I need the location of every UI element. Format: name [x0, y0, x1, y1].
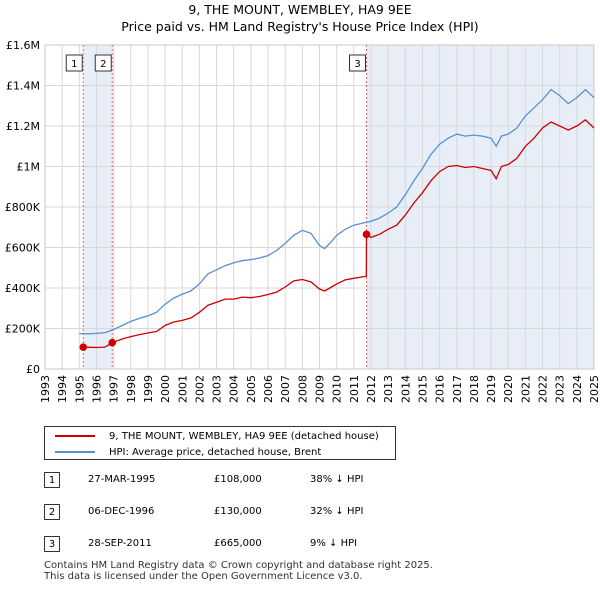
sale-date: 06-DEC-1996	[88, 506, 155, 517]
legend-item-hpi: HPI: Average price, detached house, Bren…	[55, 444, 321, 460]
x-tick-label: 2013	[382, 375, 395, 403]
x-tick-label: 1996	[90, 375, 103, 403]
y-tick-label: £1.2M	[6, 120, 40, 133]
x-tick-label: 1998	[125, 375, 138, 403]
sale-number-badge: 3	[44, 536, 60, 552]
x-tick-label: 2018	[468, 375, 481, 403]
chart-title: 9, THE MOUNT, WEMBLEY, HA9 9EE	[188, 2, 411, 17]
sale-hpi-diff: 38% ↓ HPI	[310, 474, 364, 485]
sale-point	[79, 343, 88, 351]
sale-badge	[65, 54, 83, 72]
y-tick-label: £200K	[5, 323, 41, 336]
legend-swatch-hpi	[55, 451, 95, 453]
y-tick-label: £400K	[5, 282, 41, 295]
sale-number-badge: 2	[44, 504, 60, 520]
sale-point	[362, 230, 371, 239]
x-tick-label: 1993	[39, 375, 52, 403]
sale-badge	[349, 54, 367, 72]
x-tick-label: 2014	[399, 375, 412, 403]
x-tick-label: 2006	[262, 375, 275, 403]
x-tick-label: 1995	[73, 375, 86, 403]
sale-badge-label: 1	[71, 59, 77, 70]
legend-label-property: 9, THE MOUNT, WEMBLEY, HA9 9EE (detached…	[109, 430, 379, 442]
series-line	[79, 88, 595, 335]
legend-item-property: 9, THE MOUNT, WEMBLEY, HA9 9EE (detached…	[55, 428, 379, 444]
price-chart: 9, THE MOUNT, WEMBLEY, HA9 9EE Price pai…	[5, 2, 600, 403]
x-tick-label: 2002	[193, 375, 206, 403]
sale-date: 27-MAR-1995	[88, 474, 156, 485]
x-tick-label: 2010	[331, 375, 344, 403]
x-tick-label: 1997	[108, 375, 121, 403]
x-tick-label: 2021	[519, 375, 532, 403]
x-tick-label: 1994	[56, 375, 69, 403]
footer-copyright: Contains HM Land Registry data © Crown c…	[44, 560, 433, 571]
x-tick-label: 2022	[537, 375, 550, 403]
y-tick-label: £800K	[5, 201, 41, 214]
legend-label-hpi: HPI: Average price, detached house, Bren…	[109, 446, 322, 458]
legend: 9, THE MOUNT, WEMBLEY, HA9 9EE (detached…	[44, 426, 396, 460]
sale-badge-label: 3	[354, 59, 360, 70]
sale-row: 1 27-MAR-1995 £108,000 38% ↓ HPI	[44, 472, 444, 490]
x-tick-label: 2020	[502, 375, 515, 403]
sale-price: £108,000	[214, 474, 262, 485]
y-tick-label: £0	[26, 363, 40, 376]
sale-price: £130,000	[214, 506, 262, 517]
x-tick-label: 2017	[451, 375, 464, 403]
sale-row: 3 28-SEP-2011 £665,000 9% ↓ HPI	[44, 536, 444, 554]
plot-area-border	[44, 44, 595, 370]
sale-price: £665,000	[214, 538, 262, 549]
sale-badge	[94, 54, 112, 72]
x-tick-label: 2019	[485, 375, 498, 403]
sale-point	[108, 338, 117, 347]
sale-hpi-diff: 32% ↓ HPI	[310, 506, 364, 517]
series-line	[83, 119, 595, 349]
footer: Contains HM Land Registry data © Crown c…	[44, 560, 433, 582]
y-tick-label: £1.4M	[6, 80, 40, 93]
y-tick-label: £1M	[17, 161, 41, 174]
x-tick-label: 2023	[554, 375, 567, 403]
x-tick-label: 2008	[296, 375, 309, 403]
x-tick-label: 2009	[314, 375, 327, 403]
x-tick-label: 2015	[416, 375, 429, 403]
x-tick-label: 2012	[365, 375, 378, 403]
sale-row: 2 06-DEC-1996 £130,000 32% ↓ HPI	[44, 504, 444, 522]
x-tick-label: 2007	[279, 375, 292, 403]
legend-swatch-property	[55, 435, 95, 437]
x-tick-label: 2016	[434, 375, 447, 403]
sale-date: 28-SEP-2011	[88, 538, 152, 549]
x-tick-label: 2025	[588, 375, 600, 403]
x-tick-label: 2001	[176, 375, 189, 403]
sale-number-badge: 1	[44, 472, 60, 488]
x-tick-label: 2004	[228, 375, 241, 403]
sale-badge-label: 2	[100, 59, 106, 70]
y-tick-label: £1.6M	[6, 39, 40, 52]
x-tick-label: 2003	[211, 375, 224, 403]
chart-subtitle: Price paid vs. HM Land Registry's House …	[121, 19, 478, 34]
x-tick-label: 2011	[348, 375, 361, 403]
x-tick-label: 2000	[159, 375, 172, 403]
y-tick-label: £600K	[5, 242, 41, 255]
x-tick-label: 2024	[571, 375, 584, 403]
sale-hpi-diff: 9% ↓ HPI	[310, 538, 358, 549]
x-tick-label: 1999	[142, 375, 155, 403]
x-tick-label: 2005	[245, 375, 258, 403]
footer-licence: This data is licensed under the Open Gov…	[44, 571, 363, 582]
